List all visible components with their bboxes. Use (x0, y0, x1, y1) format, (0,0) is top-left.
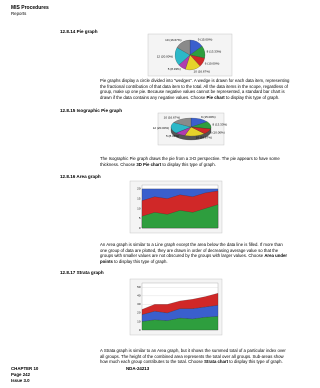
paragraph-bold: Area under points (100, 253, 288, 264)
y-tick-label: 20 (137, 311, 141, 315)
footer-chapter: CHAPTER 10 (11, 366, 39, 371)
slice-label: 9 (15.00%) (201, 115, 216, 119)
header-subtitle: Reports (11, 11, 27, 16)
slice-label: 8 (13.33%) (207, 49, 222, 53)
header-title: MIS Procedures (11, 5, 49, 11)
section-heading: 12.8.15 Isographic Pie graph (60, 108, 123, 113)
paragraph: A Strata graph is similar to an Area gra… (100, 348, 290, 365)
page: 9 (15.00%) 8 (13.33%) 6 (10.00%) 10 (16.67%… (11, 5, 290, 383)
paragraph-bold: Strata chart (204, 359, 229, 365)
paragraph-bold: Pie chart (206, 94, 225, 100)
slice-label: 5 (8.33%) (166, 134, 179, 138)
paragraph-text: to display this type of graph. (224, 94, 280, 100)
section-heading: 12.8.14 Pie graph (60, 29, 98, 34)
y-tick-label: 0 (139, 328, 141, 332)
y-tick-label: 10 (137, 319, 141, 323)
paragraph-text: An Area graph is similar to a Line graph… (100, 242, 283, 259)
slice-label: 6 (10.00%) (205, 61, 220, 65)
slice-label: 10 (16.67%) (196, 136, 212, 140)
y-tick-label: 30 (137, 302, 141, 306)
slice-label: 12 (20.00%) (157, 55, 173, 59)
slice-label: 6 (10.00%) (210, 130, 225, 134)
paragraph-bold: 3D Pie chart (136, 161, 162, 167)
section-heading: 12.8.16 Area graph (60, 174, 101, 179)
slice-label: 10 (16.67%) (165, 38, 181, 42)
pie-slice (176, 39, 191, 56)
footer-doc: NDA-24213 (126, 366, 150, 371)
slice-label: 8 (13.33%) (213, 123, 228, 127)
paragraph: The Isographic Pie graph draws the pie f… (100, 156, 290, 167)
figures: 9 (15.00%) 8 (13.33%) 6 (10.00%) 10 (16.67%… (129, 33, 233, 336)
paragraph-text: to display this type of graph. (161, 161, 216, 167)
footer-page: Page 242 (11, 372, 31, 377)
y-tick-label: 0 (139, 226, 141, 230)
paragraph-text: A Strata graph is similar to an Area gra… (100, 348, 286, 365)
slice-label: 10 (16.67%) (194, 69, 210, 73)
paragraph: An Area graph is similar to a Line graph… (100, 242, 290, 264)
paragraph-text: Pie graphs display a circle divided into… (100, 78, 290, 100)
area (141, 204, 219, 229)
y-tick-label: 20 (137, 187, 141, 191)
y-tick-label: 15 (137, 196, 141, 200)
slice-label: 10 (16.67%) (164, 115, 180, 119)
paragraph-text: to display this type of graph. (228, 359, 283, 365)
paragraph-text: to display this type of graph. (112, 258, 168, 264)
y-tick-label: 40 (137, 294, 141, 298)
footer-issue: Issue 3.0 (11, 378, 30, 383)
y-tick-label: 50 (137, 285, 141, 289)
y-tick-label: 5 (139, 216, 141, 220)
paragraph: Pie graphs display a circle divided into… (100, 78, 290, 100)
area (141, 293, 219, 315)
slice-label: 9 (15.00%) (198, 38, 213, 42)
y-tick-label: 10 (137, 206, 141, 210)
paragraph-text: The Isographic Pie graph draws the pie f… (100, 156, 280, 167)
section-heading: 12.8.17 Strata graph (60, 270, 104, 275)
slice-label: 5 (8.33%) (168, 67, 181, 71)
slice-label: 12 (20.00%) (153, 126, 169, 130)
